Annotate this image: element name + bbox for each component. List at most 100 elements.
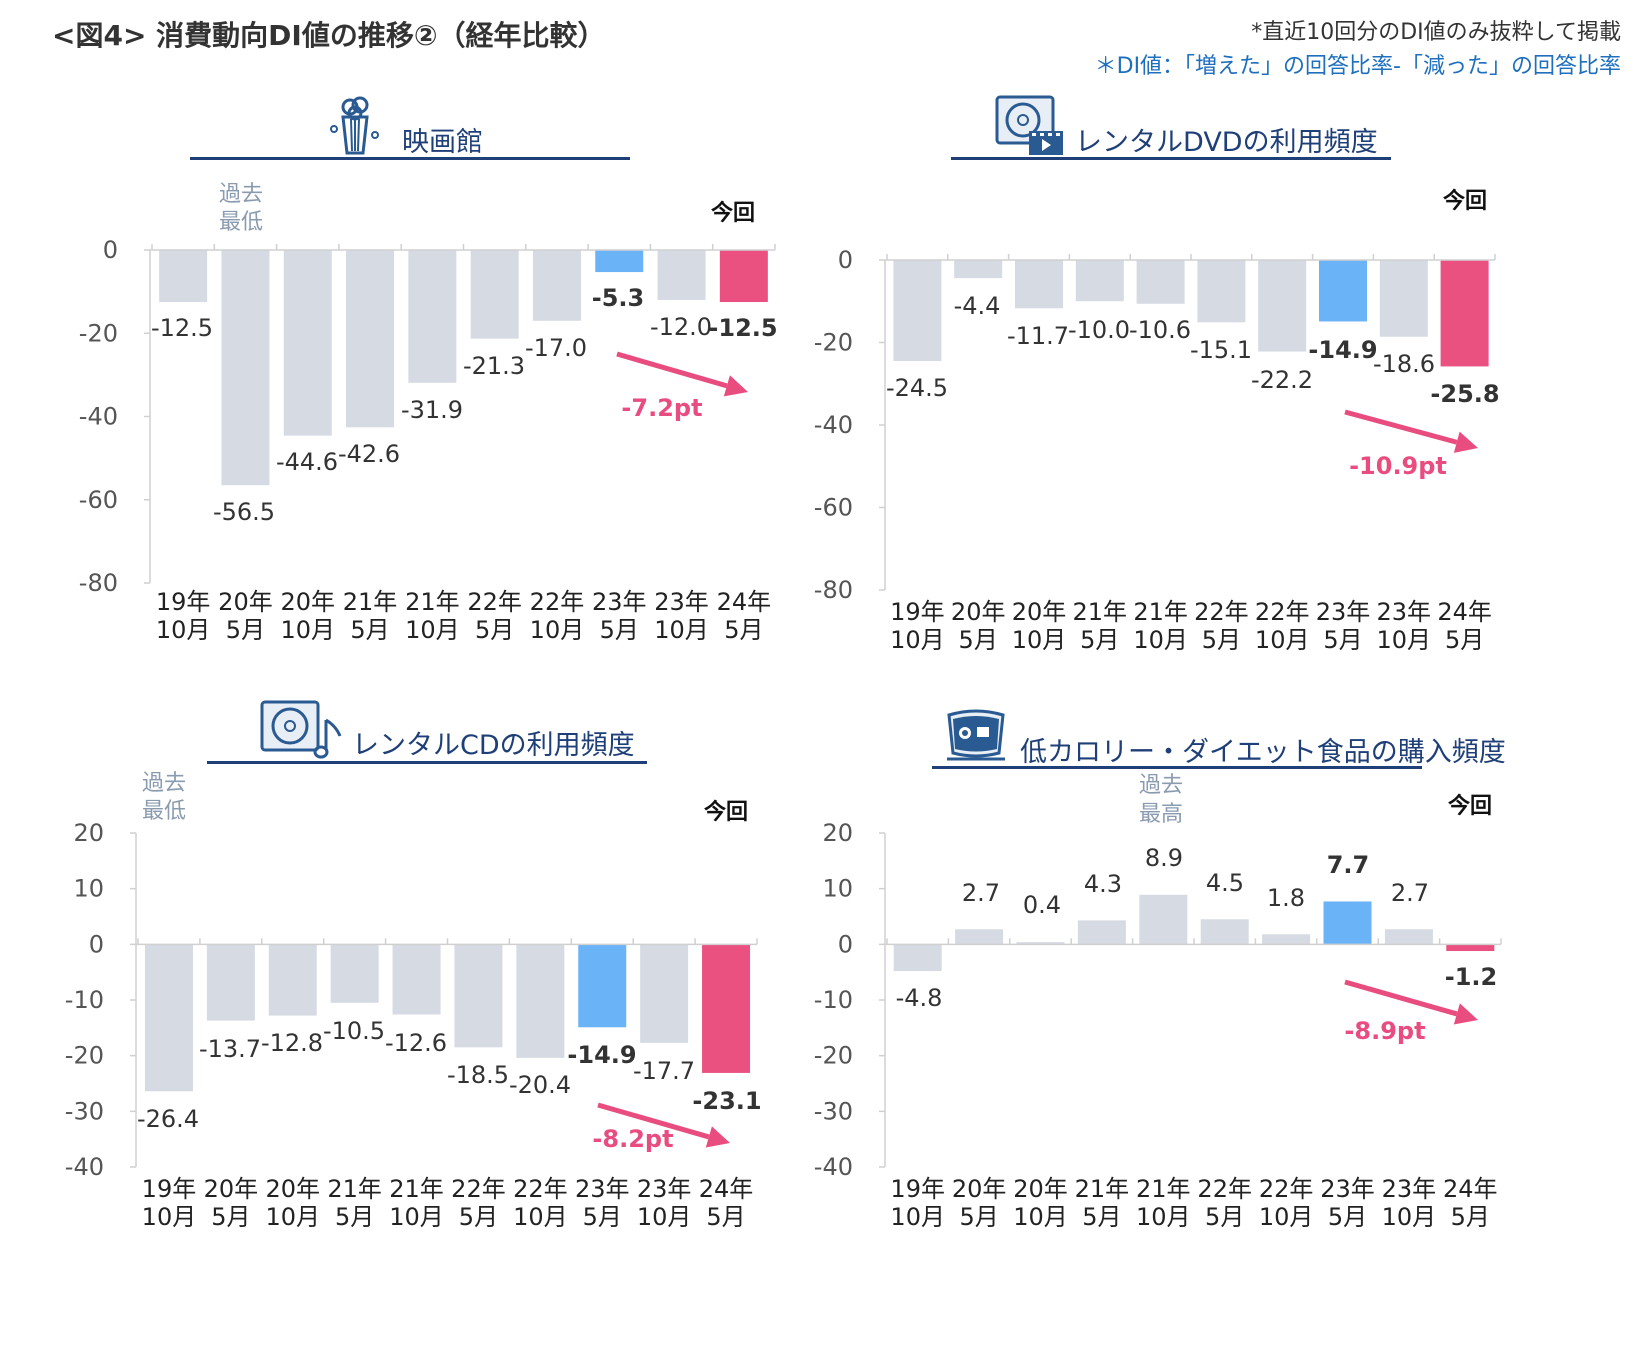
bar [516,944,565,1058]
diff-label: -8.2pt [592,1125,673,1153]
value-label: -17.0 [525,334,587,362]
bar [1077,920,1126,945]
diet-food-icon [947,709,1005,761]
dvd-icon [995,95,1063,155]
record-annotation: 過去 [219,182,263,207]
value-label: -31.9 [401,396,463,424]
x-tick-label-month: 10月 [156,616,211,644]
chart-title: レンタルCDの利用頻度 [352,730,635,761]
diff-label: -7.2pt [621,394,702,422]
value-label: -14.9 [1308,336,1377,364]
chart-panel-cd: レンタルCDの利用頻度 20 10 0 -10 -20 -30 -40 -26.4 -13.7-… [0,695,800,1345]
x-tick-label-year: 22年 [451,1175,506,1203]
value-label: -18.5 [447,1061,509,1089]
x-tick-label-month: 5月 [1080,626,1119,654]
x-tick-label-month: 10月 [654,616,709,644]
x-tick-label-month: 10月 [280,616,335,644]
x-tick-label-month: 10月 [405,616,460,644]
value-label: 4.3 [1084,870,1122,898]
x-tick-label-year: 21年 [405,588,460,616]
x-tick-label-year: 20年 [265,1175,320,1203]
x-tick-label-year: 23年 [592,588,647,616]
y-tick-label: 10 [822,875,853,903]
x-tick-label-year: 20年 [952,1175,1007,1203]
x-tick-label-month: 10月 [1012,626,1067,654]
x-tick-label-month: 5月 [1328,1203,1367,1231]
record-annotation: 過去 [142,771,186,796]
chart-panel-cinema: 映画館 0 -20 -40 -60 -80 -12.5 -56.5 -44.6 -42.6 -31… [0,90,800,740]
x-tick-label-month: 10月 [513,1203,568,1231]
current-label: 今回 [1448,793,1492,819]
record-annotation: 最高 [1139,802,1183,827]
x-tick-label-year: 21年 [343,588,398,616]
y-tick-label: -20 [65,1042,104,1070]
x-tick-label-month: 5月 [959,626,998,654]
x-tick-label-month: 5月 [1082,1203,1121,1231]
y-tick-label: -30 [814,1097,853,1125]
x-tick-label-month: 5月 [600,616,639,644]
bar-chart-dvd: 0 -20 -40 -60 -80 -24.5 -4.4-11.7-10.0-10.6-15… [814,188,1500,654]
x-tick-label-year: 24年 [1437,598,1492,626]
value-label: -20.4 [509,1071,571,1099]
y-tick-label: -20 [79,319,118,347]
x-tick-label-month: 5月 [1205,1203,1244,1231]
x-tick-label-year: 21年 [1073,598,1128,626]
record-annotation: 最低 [219,210,263,235]
value-label: -5.3 [592,284,644,312]
footnote-extract: *直近10回分のDI値のみ抜粋して掲載 [1251,20,1621,45]
trend-arrow-head [1453,431,1478,453]
x-tick-label-month: 5月 [1202,626,1241,654]
bar [955,929,1004,945]
value-label: -12.8 [261,1029,323,1057]
x-tick-label-year: 21年 [389,1175,444,1203]
value-label: -12.6 [385,1029,447,1057]
x-tick-label-month: 10月 [1133,626,1188,654]
x-tick-label-month: 10月 [265,1203,320,1231]
bar [1139,894,1188,945]
x-tick-label-year: 22年 [1259,1175,1314,1203]
value-label: 4.5 [1206,869,1244,897]
bar [1379,260,1428,337]
x-tick-label-year: 24年 [699,1175,754,1203]
bar [532,250,581,321]
footnote-di-definition: ＊DI値：「増えた」の回答比率-「減った」の回答比率 [1094,54,1621,79]
bar [144,944,193,1092]
current-label: 今回 [704,799,748,825]
x-tick-label-year: 21年 [1133,598,1188,626]
x-tick-label-month: 10月 [637,1203,692,1231]
value-label: -14.9 [567,1041,636,1069]
x-tick-label-year: 22年 [513,1175,568,1203]
y-tick-label: -60 [79,486,118,514]
bar [408,250,457,383]
y-tick-label: 20 [73,819,104,847]
value-label: -24.5 [886,374,948,402]
value-label: -10.6 [1129,316,1191,344]
y-tick-label: -30 [65,1097,104,1125]
x-tick-label-year: 19年 [142,1175,197,1203]
bar-chart-cinema: 0 -20 -40 -60 -80 -12.5 -56.5-44.6 -42.6-31.9-2… [79,182,778,644]
x-tick-label-year: 23年 [1320,1175,1375,1203]
bar [954,260,1003,279]
value-label: -12.5 [708,314,777,342]
x-tick-label-month: 5月 [724,616,763,644]
bar [346,250,395,428]
diff-label: -10.9pt [1349,452,1447,480]
y-tick-label: -40 [814,1153,853,1181]
title-underline [190,157,630,160]
bar [702,944,751,1073]
value-label: -4.4 [954,292,1001,320]
value-label: -44.6 [276,448,338,476]
y-tick-label: 10 [73,875,104,903]
bar [1319,260,1367,322]
x-tick-label-month: 10月 [1382,1203,1437,1231]
bar [1446,944,1495,952]
bar [330,944,379,1003]
value-label: 0.4 [1023,891,1061,919]
x-tick-label-year: 19年 [156,588,211,616]
y-tick-label: -20 [814,1042,853,1070]
x-tick-label-year: 20年 [280,588,335,616]
bar [1197,260,1246,323]
x-tick-label-year: 23年 [1316,598,1371,626]
x-tick-label-year: 23年 [575,1175,630,1203]
bar [392,944,441,1015]
